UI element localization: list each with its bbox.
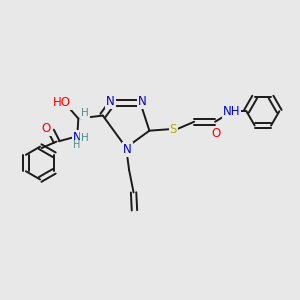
Text: H: H: [81, 108, 89, 118]
Text: N: N: [73, 130, 81, 144]
Text: N: N: [106, 95, 115, 108]
Text: O: O: [211, 127, 220, 140]
Text: N: N: [138, 95, 146, 108]
Text: H: H: [73, 140, 80, 150]
Text: H: H: [81, 133, 89, 143]
Text: N: N: [123, 142, 132, 156]
Text: O: O: [41, 122, 51, 135]
Text: S: S: [169, 123, 177, 136]
Text: NH: NH: [223, 105, 240, 118]
Text: HO: HO: [53, 96, 71, 109]
